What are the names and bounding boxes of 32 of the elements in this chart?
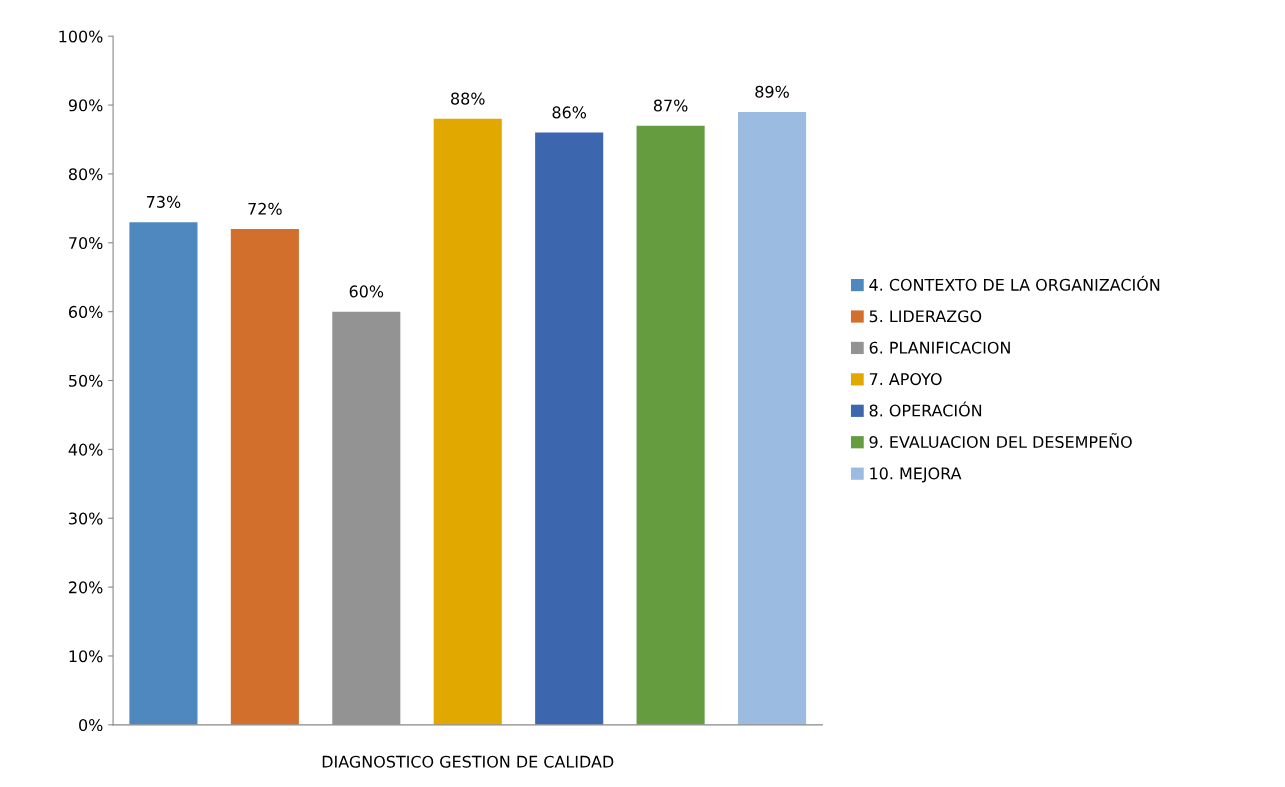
y-tick-label: 80% — [68, 168, 103, 181]
bar — [129, 222, 198, 725]
data-label: 60% — [349, 285, 384, 298]
legend-label: 4. CONTEXTO DE LA ORGANIZACIÓN — [869, 275, 1160, 291]
y-tick-label: 50% — [69, 374, 103, 387]
data-label: 89% — [755, 85, 789, 98]
y-tick-label: 0% — [79, 719, 103, 732]
data-label: 88% — [451, 92, 485, 105]
data-label: 87% — [653, 99, 688, 112]
bar — [535, 132, 604, 725]
bar — [230, 229, 299, 725]
y-tick-label: 10% — [69, 650, 103, 663]
legend-label: 9. EVALUACION DEL DESEMPEÑO — [869, 433, 1132, 449]
legend-label: 7. APOYO — [869, 373, 942, 386]
bar — [433, 118, 502, 725]
data-label: 72% — [248, 202, 282, 215]
legend-label: 6. PLANIFICACION — [869, 341, 1010, 354]
y-tick-label: 70% — [69, 237, 103, 250]
legend-label: 5. LIDERAZGO — [869, 310, 982, 323]
y-tick-label: 30% — [69, 512, 103, 525]
legend-label: 10. MEJORA — [870, 467, 962, 483]
legend-label: 8. OPERACIÓN — [869, 401, 982, 417]
y-tick-label: 20% — [69, 581, 103, 594]
y-tick-label: 90% — [68, 99, 103, 112]
y-tick-label: 60% — [68, 305, 103, 318]
data-label: 86% — [552, 106, 587, 119]
data-label: 73% — [147, 195, 181, 208]
bar — [636, 125, 705, 725]
y-tick-label: 100% — [59, 30, 103, 43]
x-tick-label: DIAGNOSTICO GESTION DE CALIDAD — [322, 755, 614, 768]
y-tick-label: 40% — [68, 443, 103, 456]
bar — [737, 111, 807, 725]
